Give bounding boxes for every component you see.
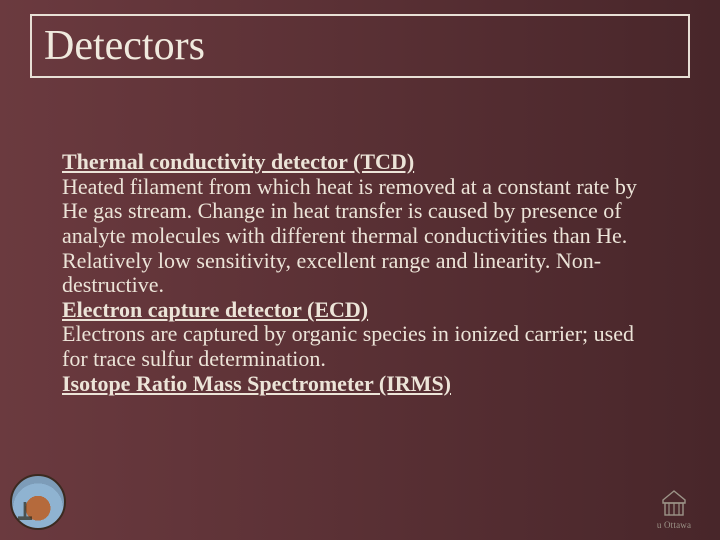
- heading-irms: Isotope Ratio Mass Spectrometer (IRMS): [62, 372, 662, 397]
- uottawa-logo-text: u Ottawa: [644, 520, 704, 530]
- landscape-logo-icon: [10, 474, 66, 530]
- heading-ecd: Electron capture detector (ECD): [62, 298, 662, 323]
- body-text: Thermal conductivity detector (TCD) Heat…: [62, 150, 662, 396]
- para-ecd: Electrons are captured by organic specie…: [62, 322, 662, 371]
- slide: Detectors Thermal conductivity detector …: [0, 0, 720, 540]
- para-tcd: Heated filament from which heat is remov…: [62, 175, 662, 298]
- building-icon: [659, 488, 689, 518]
- uottawa-logo: u Ottawa: [644, 488, 704, 530]
- title-box: Detectors: [30, 14, 690, 78]
- slide-title: Detectors: [44, 25, 205, 67]
- heading-tcd: Thermal conductivity detector (TCD): [62, 150, 662, 175]
